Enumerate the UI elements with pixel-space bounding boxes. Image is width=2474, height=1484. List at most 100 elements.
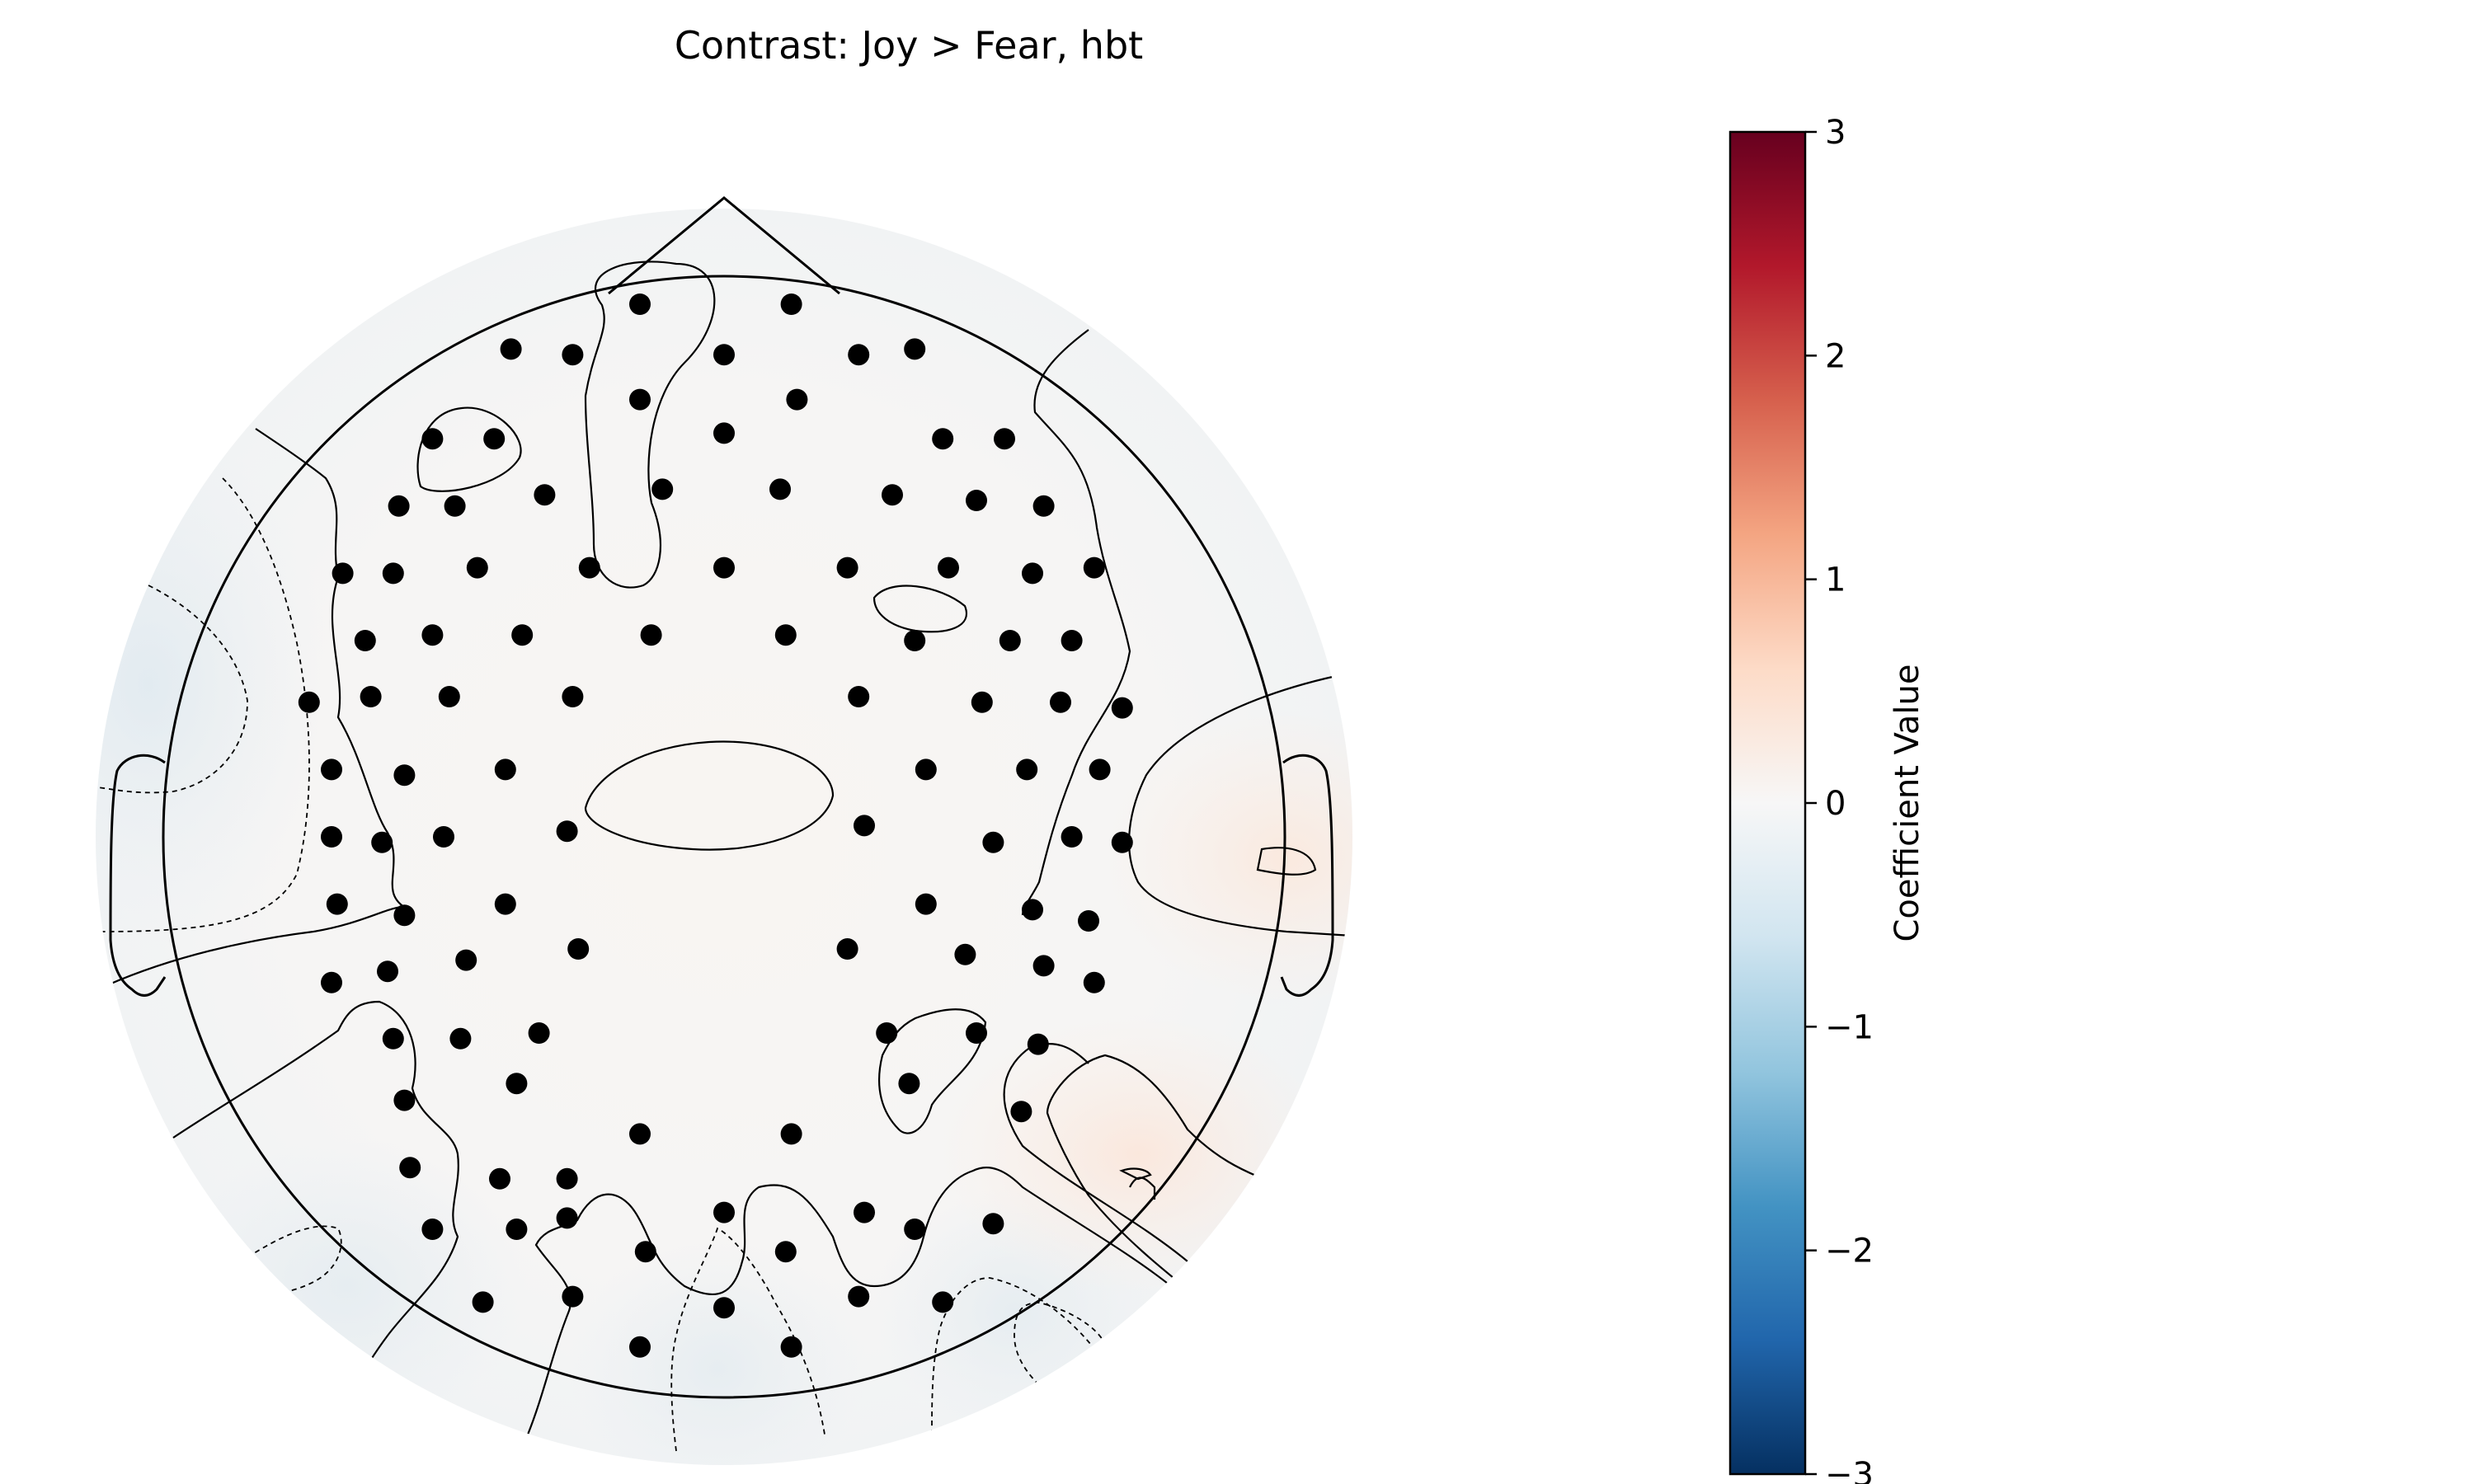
sensor-marker [854,815,875,837]
sensor-marker [932,1291,954,1313]
head-circle [162,275,1286,1399]
contour-line [1003,1043,1188,1262]
sensor-marker [388,495,410,517]
sensor-marker [938,556,959,579]
sensor-marker [556,1207,578,1229]
sensor-marker [774,1241,797,1263]
sensor-marker [713,344,735,366]
sensor-marker [1010,1101,1032,1123]
sensor-marker [994,428,1015,450]
sensor-marker [904,630,926,651]
sensor-marker [326,893,348,915]
sensor-marker [640,624,662,646]
contour-line [1021,329,1131,916]
field-positive-lower-right [940,1014,1336,1294]
sensor-marker [1111,697,1133,719]
sensor-marker [472,1291,494,1313]
colorbar-tick-label: 3 [1825,114,1846,152]
sensor-marker [489,1167,510,1190]
sensor-marker [854,1201,875,1223]
sensor-marker [399,1157,421,1179]
sensor-marker [1050,691,1071,713]
sensor-marker [500,338,522,360]
sensor-marker [455,949,477,971]
contour-line [584,740,835,851]
sensor-marker [556,1167,578,1190]
sensor-marker [904,338,926,360]
sensor-marker [1032,955,1055,977]
sensor-marker [556,820,578,843]
sensor-marker [321,971,342,993]
sensor-marker [421,428,444,450]
sensor-marker [629,388,651,411]
sensor-marker [466,556,488,579]
contour-line [526,1167,1172,1435]
sensor-marker [915,758,937,781]
sensor-marker [1022,562,1043,585]
sensor-marker [966,490,987,511]
right-ear [1280,754,1334,997]
sensor-marker [449,1027,472,1050]
sensor-marker [629,1123,651,1145]
sensor-marker [382,1027,404,1050]
sensor-marker [836,938,858,960]
contour-line-dashed [1014,1302,1106,1386]
colorbar-gradient [1729,130,1807,1476]
sensor-marker [1016,758,1038,781]
colorbar-tick-label: −2 [1825,1233,1874,1270]
field-negative-bottom [569,1237,866,1465]
sensor-marker [298,691,320,713]
contour-line [1119,1167,1152,1181]
sensor-marker [898,1073,920,1095]
sensor-marker [904,1219,926,1240]
sensor-marker [534,484,556,506]
sensor-layer [298,294,1133,1358]
sensor-marker [438,686,460,707]
sensor-marker [713,1297,735,1319]
sensor-marker [848,344,870,366]
chart-title: Contrast: Joy > Fear, hbt [675,23,1143,68]
contour-line [172,1000,459,1435]
contour-line-dashed [247,1225,342,1294]
sensor-marker [1111,831,1133,853]
sensor-marker [780,1336,802,1358]
sensor-marker [971,691,993,713]
contour-line [1128,674,1352,937]
sensor-marker [567,938,590,960]
colorbar-ticks: 3 2 1 0 −1 −2 −3 [1805,114,1874,1484]
sensor-marker [966,1022,987,1044]
sensor-marker [713,556,735,579]
sensor-marker [848,1285,870,1308]
sensor-marker [932,428,954,450]
contour-line [1256,847,1317,876]
head-outline [109,196,1334,1399]
field-negative-bottom-left [165,1138,528,1435]
colorbar-tick-label: −1 [1825,1008,1874,1046]
contour-line [584,261,716,589]
sensor-marker [494,893,516,915]
sensor-marker [848,686,870,707]
field-negative-left [96,420,330,948]
sensor-marker [321,826,342,848]
sensor-marker [562,344,584,366]
sensor-marker [483,428,506,450]
sensor-marker [393,1089,416,1111]
left-ear [109,754,167,997]
sensor-marker [506,1073,528,1095]
sensor-marker [774,624,797,646]
contour-line-dashed [98,477,310,932]
sensor-marker [444,495,466,517]
sensor-marker [780,294,802,315]
sensor-marker [321,758,342,781]
sensor-marker [421,624,444,646]
contour-line [1129,1176,1156,1200]
sensor-marker [786,388,808,411]
sensor-marker [982,831,1004,853]
sensor-marker [629,294,651,315]
sensor-marker [634,1241,656,1263]
sensor-marker [578,556,600,579]
sensor-marker [629,1336,651,1358]
contour-line [872,585,967,633]
topomap [96,196,1352,1465]
